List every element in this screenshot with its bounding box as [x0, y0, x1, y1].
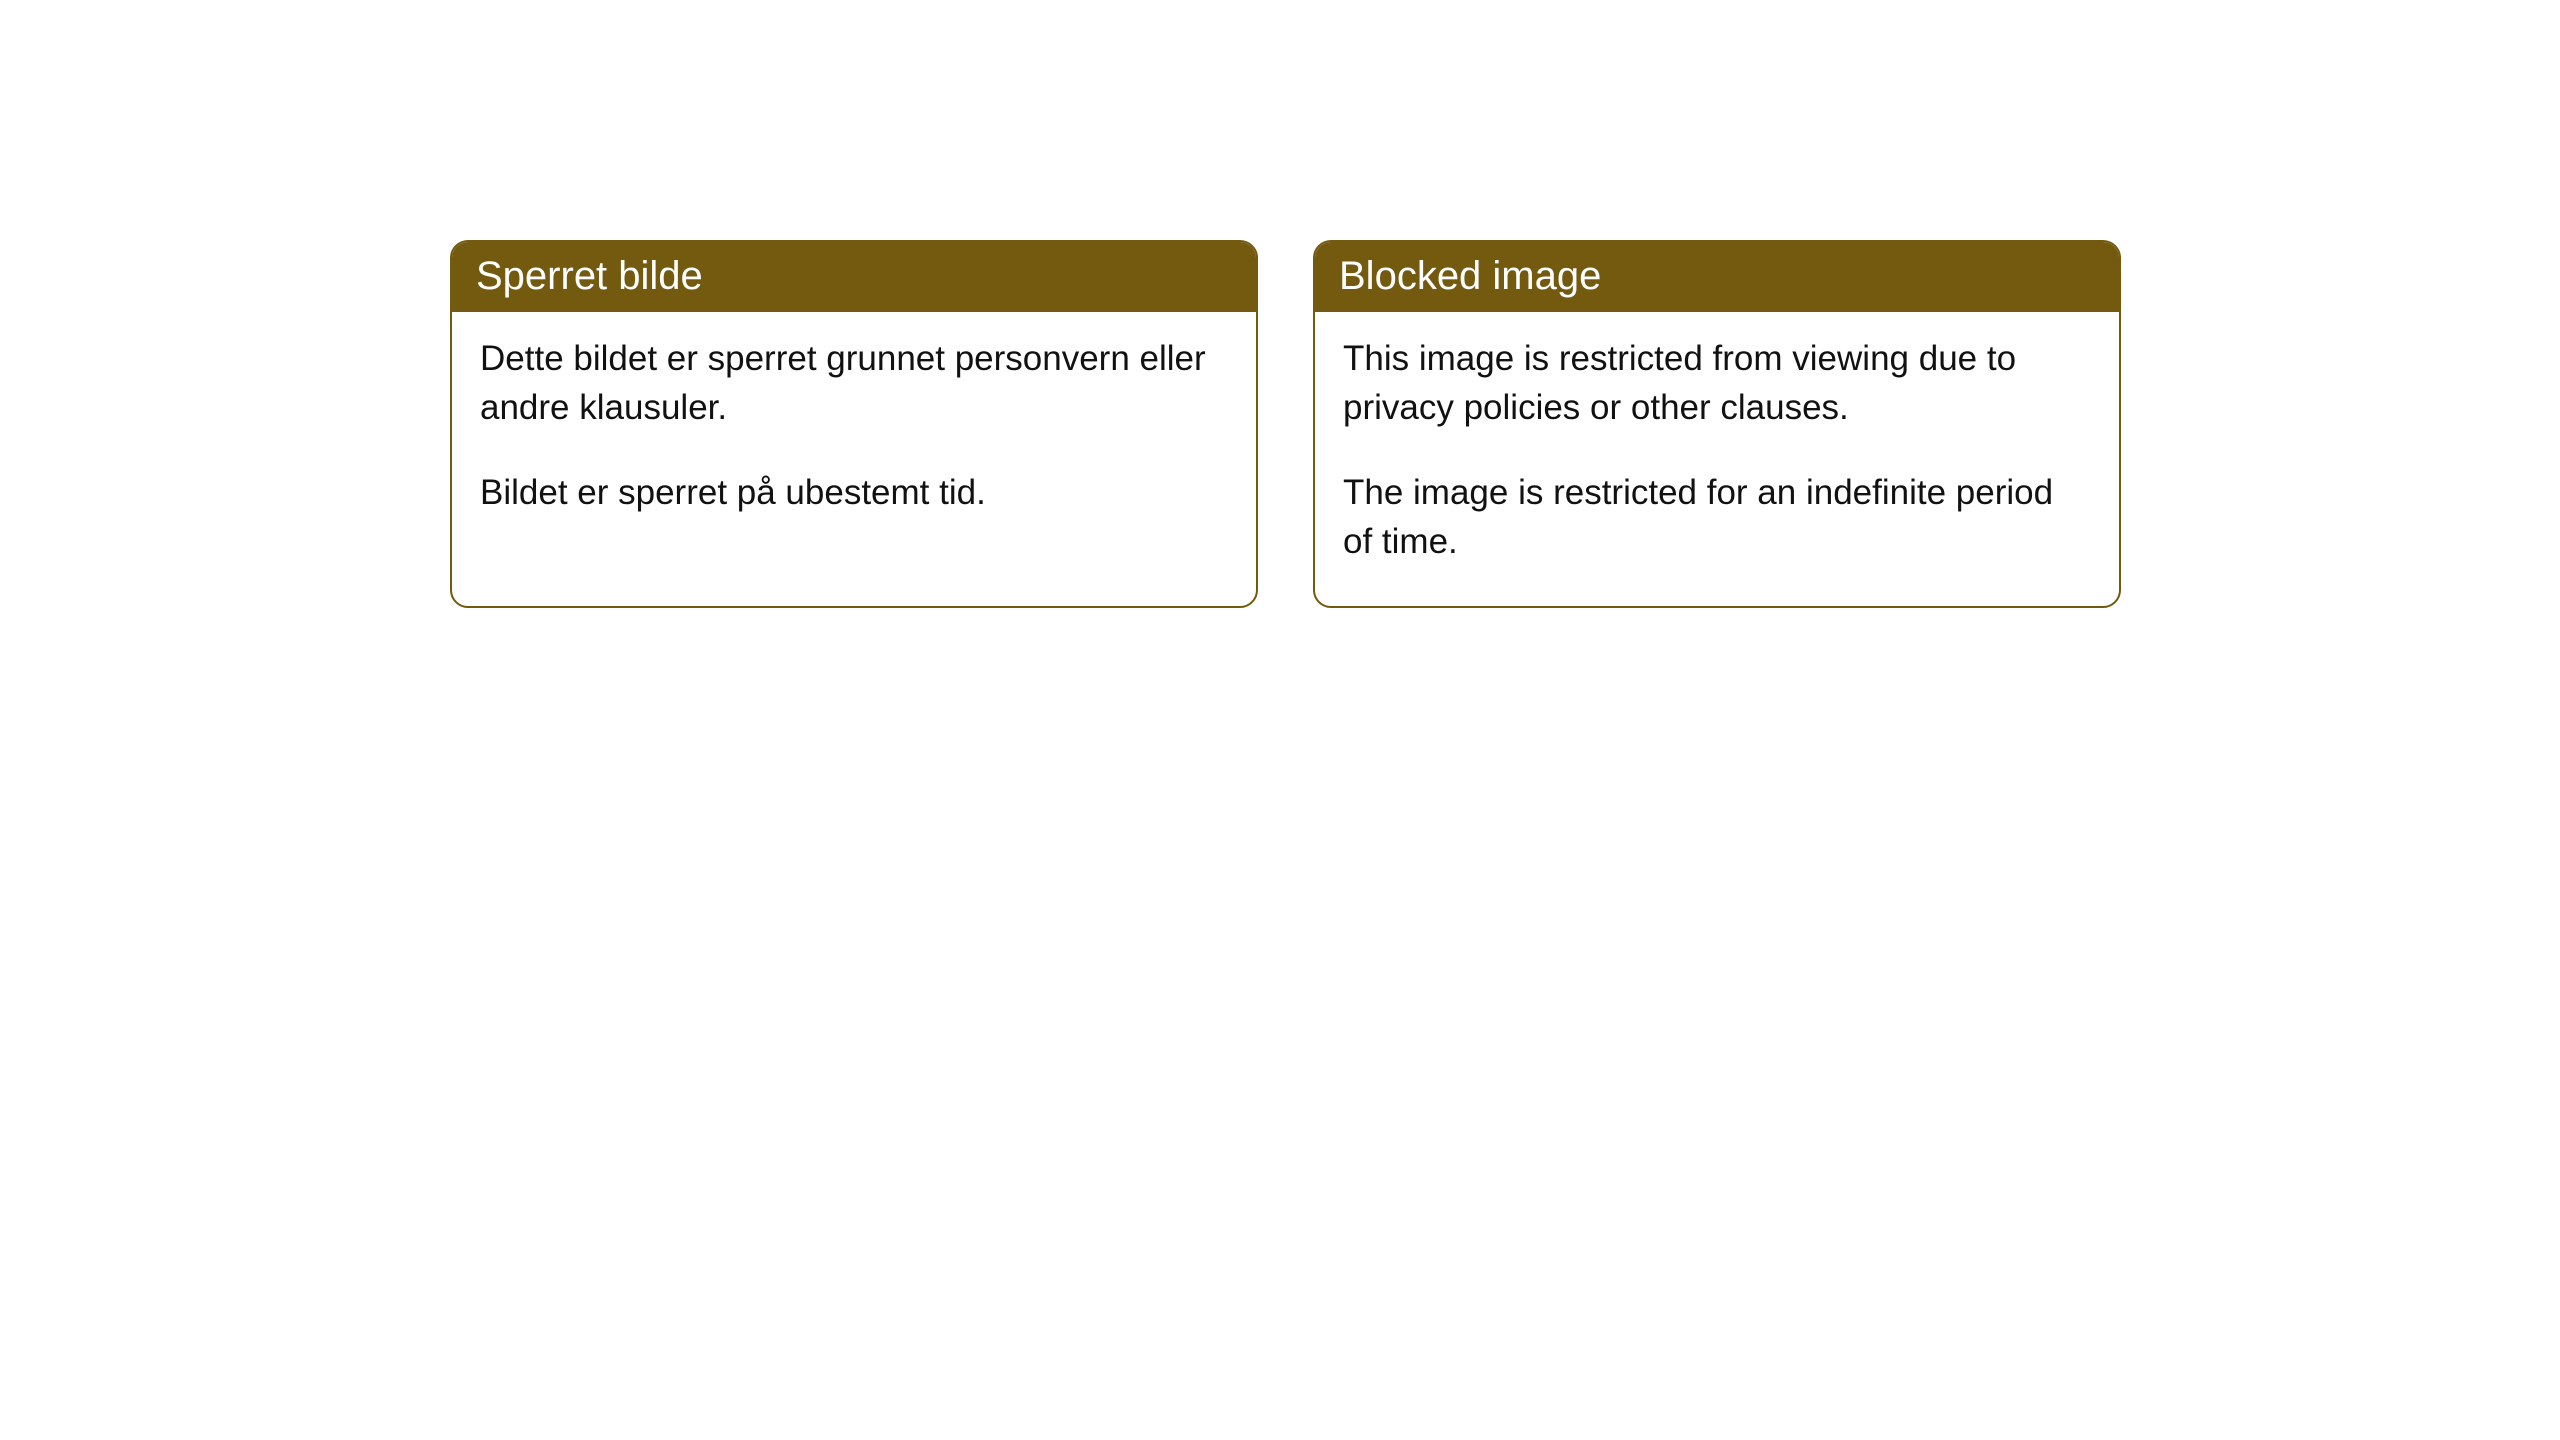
card-text-en-2: The image is restricted for an indefinit… [1343, 468, 2091, 566]
card-text-no-1: Dette bildet er sperret grunnet personve… [480, 334, 1228, 432]
card-header-en: Blocked image [1315, 242, 2119, 312]
card-text-no-2: Bildet er sperret på ubestemt tid. [480, 468, 1228, 517]
card-body-en: This image is restricted from viewing du… [1315, 312, 2119, 606]
blocked-image-card-en: Blocked image This image is restricted f… [1313, 240, 2121, 608]
card-body-no: Dette bildet er sperret grunnet personve… [452, 312, 1256, 557]
blocked-image-card-no: Sperret bilde Dette bildet er sperret gr… [450, 240, 1258, 608]
card-header-no: Sperret bilde [452, 242, 1256, 312]
card-text-en-1: This image is restricted from viewing du… [1343, 334, 2091, 432]
notice-container: Sperret bilde Dette bildet er sperret gr… [450, 240, 2121, 608]
